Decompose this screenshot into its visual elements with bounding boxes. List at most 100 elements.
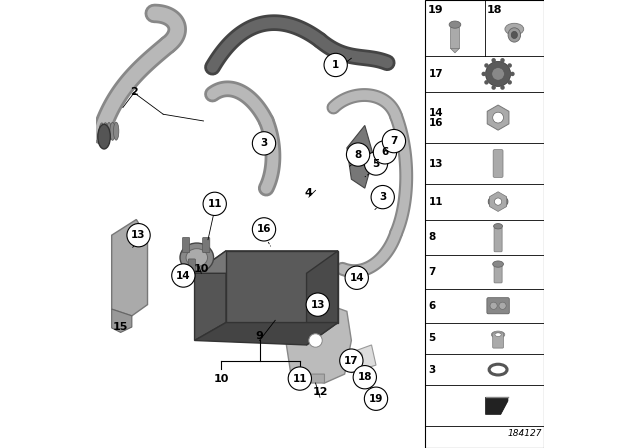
Text: 184127: 184127: [508, 429, 541, 438]
Text: 13: 13: [310, 300, 325, 310]
Text: 19: 19: [369, 394, 383, 404]
Circle shape: [382, 129, 406, 153]
Ellipse shape: [500, 85, 505, 90]
Ellipse shape: [492, 331, 505, 338]
Bar: [226, 251, 338, 323]
Text: 12: 12: [312, 387, 328, 397]
Text: 17: 17: [344, 356, 358, 366]
Circle shape: [373, 141, 397, 164]
Text: 14: 14: [349, 273, 364, 283]
Ellipse shape: [510, 72, 515, 76]
Text: 6: 6: [381, 147, 388, 157]
Ellipse shape: [99, 123, 104, 141]
Ellipse shape: [495, 333, 501, 336]
Ellipse shape: [505, 23, 524, 35]
Text: 3: 3: [428, 365, 436, 375]
Circle shape: [364, 387, 388, 410]
Circle shape: [340, 349, 363, 372]
Polygon shape: [112, 220, 148, 316]
Ellipse shape: [508, 63, 512, 68]
Text: 13: 13: [131, 230, 146, 240]
Text: 18: 18: [487, 5, 502, 15]
Circle shape: [345, 266, 369, 289]
Polygon shape: [307, 251, 338, 345]
Text: 7: 7: [428, 267, 436, 277]
Circle shape: [324, 53, 348, 77]
Ellipse shape: [493, 224, 502, 229]
Ellipse shape: [492, 58, 496, 63]
Text: 5: 5: [372, 159, 380, 168]
Circle shape: [493, 112, 504, 123]
Polygon shape: [287, 300, 351, 383]
Text: 19: 19: [428, 5, 443, 15]
Text: 10: 10: [214, 374, 229, 383]
Ellipse shape: [98, 125, 110, 149]
Text: 10: 10: [193, 264, 209, 274]
Text: 4: 4: [305, 188, 313, 198]
Text: 14
16: 14 16: [428, 108, 443, 128]
Ellipse shape: [492, 85, 496, 90]
Ellipse shape: [500, 58, 505, 63]
FancyBboxPatch shape: [203, 237, 210, 253]
FancyBboxPatch shape: [493, 150, 503, 177]
Ellipse shape: [493, 261, 504, 267]
Text: 11: 11: [292, 374, 307, 383]
Ellipse shape: [508, 28, 520, 42]
Text: 8: 8: [428, 233, 436, 242]
Ellipse shape: [511, 31, 518, 39]
Circle shape: [353, 366, 376, 389]
Polygon shape: [289, 374, 324, 383]
Text: 7: 7: [390, 136, 397, 146]
Polygon shape: [195, 251, 226, 340]
Ellipse shape: [103, 123, 108, 141]
Circle shape: [486, 61, 511, 86]
Circle shape: [499, 302, 506, 309]
Text: 5: 5: [428, 333, 436, 343]
Ellipse shape: [110, 122, 115, 140]
Circle shape: [172, 264, 195, 287]
FancyBboxPatch shape: [494, 228, 502, 252]
Text: 11: 11: [428, 197, 443, 207]
Text: 11: 11: [207, 199, 222, 209]
Bar: [425, 0, 544, 448]
Ellipse shape: [488, 194, 508, 209]
FancyBboxPatch shape: [493, 333, 504, 348]
Polygon shape: [195, 251, 338, 273]
Circle shape: [353, 352, 362, 361]
Ellipse shape: [186, 249, 207, 267]
Ellipse shape: [113, 122, 119, 140]
Circle shape: [252, 218, 276, 241]
Text: 3: 3: [379, 192, 387, 202]
Text: 13: 13: [428, 159, 443, 168]
Circle shape: [252, 132, 276, 155]
Ellipse shape: [106, 123, 112, 141]
Circle shape: [495, 198, 502, 205]
Text: 9: 9: [255, 331, 264, 341]
Circle shape: [346, 143, 370, 166]
Text: 2: 2: [130, 87, 138, 97]
FancyBboxPatch shape: [494, 265, 502, 283]
Polygon shape: [195, 323, 338, 345]
Circle shape: [288, 367, 312, 390]
Text: 8: 8: [355, 150, 362, 159]
FancyBboxPatch shape: [188, 259, 195, 272]
FancyBboxPatch shape: [182, 237, 189, 253]
Circle shape: [203, 192, 227, 215]
Polygon shape: [347, 345, 376, 373]
Circle shape: [371, 185, 394, 209]
Ellipse shape: [180, 243, 214, 272]
Polygon shape: [487, 105, 509, 130]
Ellipse shape: [484, 63, 489, 68]
Ellipse shape: [508, 80, 512, 85]
Polygon shape: [451, 48, 460, 53]
Circle shape: [353, 154, 364, 164]
Polygon shape: [486, 397, 508, 414]
Ellipse shape: [484, 80, 489, 85]
Text: 18: 18: [358, 372, 372, 382]
Text: 15: 15: [113, 322, 129, 332]
Circle shape: [490, 302, 497, 309]
Ellipse shape: [449, 21, 461, 28]
Circle shape: [492, 68, 504, 80]
Polygon shape: [490, 192, 507, 211]
Text: 14: 14: [176, 271, 191, 280]
